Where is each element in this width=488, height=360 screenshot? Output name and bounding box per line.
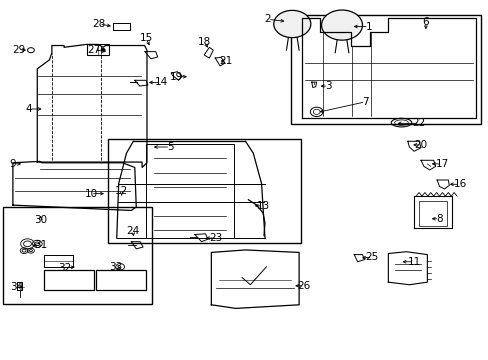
Text: 21: 21 xyxy=(219,56,232,66)
Text: 10: 10 xyxy=(84,189,97,199)
Text: 22: 22 xyxy=(411,118,425,128)
Text: 25: 25 xyxy=(365,252,378,262)
Text: 16: 16 xyxy=(452,179,466,189)
Text: 12: 12 xyxy=(115,186,128,197)
Text: 15: 15 xyxy=(139,33,152,43)
Text: 33: 33 xyxy=(108,262,122,272)
Text: 17: 17 xyxy=(434,159,447,169)
Text: 6: 6 xyxy=(422,17,428,27)
Text: 19: 19 xyxy=(169,72,183,82)
Circle shape xyxy=(101,48,105,51)
Bar xyxy=(108,139,300,243)
Bar xyxy=(96,270,146,291)
Bar xyxy=(418,201,446,226)
Text: 4: 4 xyxy=(25,104,32,114)
Text: 28: 28 xyxy=(92,19,105,29)
Text: 26: 26 xyxy=(297,281,310,291)
Text: 24: 24 xyxy=(126,226,140,236)
Text: 18: 18 xyxy=(198,37,211,47)
Text: 2: 2 xyxy=(264,14,271,24)
Text: 9: 9 xyxy=(10,159,16,169)
Text: 3: 3 xyxy=(325,81,331,91)
Circle shape xyxy=(321,10,362,40)
Text: 14: 14 xyxy=(155,77,168,87)
Text: 27: 27 xyxy=(87,45,101,55)
Bar xyxy=(43,270,94,291)
Text: 7: 7 xyxy=(362,97,368,107)
Bar xyxy=(87,44,109,55)
Text: 5: 5 xyxy=(167,142,173,152)
Text: 20: 20 xyxy=(414,140,427,150)
Circle shape xyxy=(273,10,310,38)
Text: 32: 32 xyxy=(58,263,72,273)
Text: 1: 1 xyxy=(365,22,371,32)
Text: 30: 30 xyxy=(34,215,47,225)
Bar xyxy=(113,23,130,30)
Text: 8: 8 xyxy=(435,214,442,224)
Bar xyxy=(3,207,152,304)
Bar xyxy=(290,15,480,125)
Text: 13: 13 xyxy=(256,201,269,211)
Bar xyxy=(43,255,73,267)
Text: 11: 11 xyxy=(407,257,420,267)
Text: 31: 31 xyxy=(34,240,47,250)
Text: 23: 23 xyxy=(209,233,223,243)
Text: 34: 34 xyxy=(10,282,23,292)
Text: 29: 29 xyxy=(13,45,26,55)
